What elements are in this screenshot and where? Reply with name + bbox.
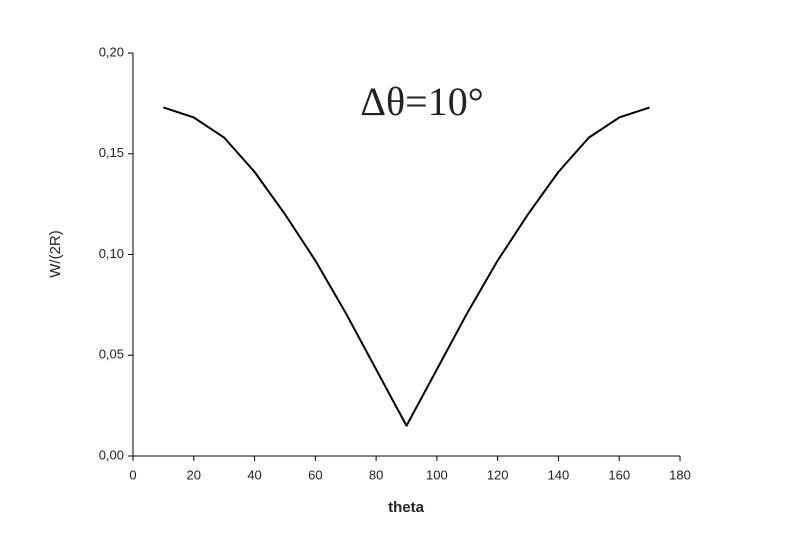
y-axis-label: W/(2R) — [47, 230, 64, 278]
y-tick-label: 0,05 — [99, 347, 124, 362]
x-tick-label: 40 — [247, 467, 261, 482]
annotation: Δθ=10° — [360, 79, 483, 124]
x-tick-label: 60 — [308, 467, 322, 482]
y-tick-label: 0,15 — [99, 145, 124, 160]
y-tick-label: 0,00 — [99, 447, 124, 462]
x-tick-label: 0 — [129, 467, 136, 482]
x-tick-label: 140 — [548, 467, 570, 482]
y-tick-label: 0,20 — [99, 44, 124, 59]
x-tick-label: 80 — [369, 467, 383, 482]
x-tick-label: 160 — [608, 467, 630, 482]
data-line — [163, 106, 650, 427]
x-tick-label: 180 — [669, 467, 691, 482]
x-tick-label: 20 — [187, 467, 201, 482]
x-axis-label: theta — [388, 499, 424, 516]
x-tick-label: 120 — [487, 467, 509, 482]
x-tick-label: 100 — [426, 467, 448, 482]
y-tick-label: 0,10 — [99, 246, 124, 261]
